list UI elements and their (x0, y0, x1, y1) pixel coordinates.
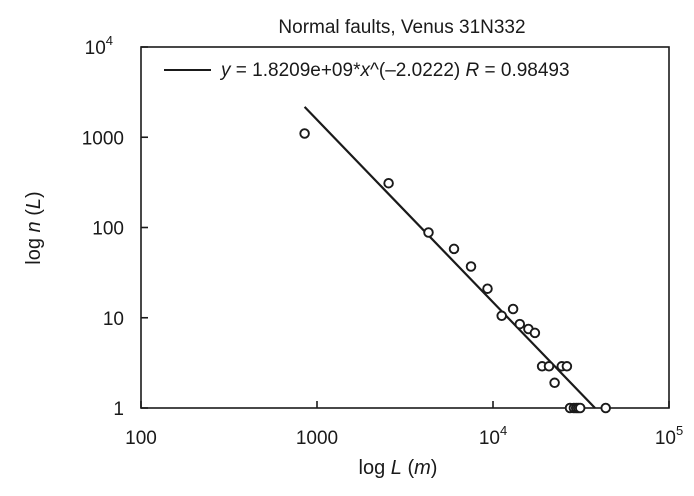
x-tick-label: 1000 (296, 428, 338, 449)
power-law-fit-line (303, 106, 596, 409)
x-label-paren-close: ) (431, 457, 438, 479)
x-label-unit: m (414, 457, 431, 479)
y-tick-label: 100 (92, 219, 124, 240)
x-label-prefix: log (359, 457, 391, 479)
plot-area-frame (140, 46, 670, 409)
x-tick-base: 10 (655, 428, 676, 449)
data-point (543, 361, 555, 372)
x-tick-label: 100 (125, 428, 157, 449)
legend-equation-part: ^(–2.0222) (370, 60, 466, 81)
data-point (549, 377, 560, 389)
legend-equation-part: y (219, 60, 232, 81)
y-label-paren-close: ) (23, 191, 45, 198)
x-label-variable: L (391, 457, 402, 479)
y-tick-label: 1 (113, 399, 124, 420)
y-label-paren-open: ( (23, 209, 45, 222)
data-point (299, 128, 310, 139)
y-tick-exponent: 4 (106, 33, 113, 48)
y-tick-base: 100 (92, 219, 124, 240)
y-axis-label: log n (L) (23, 191, 45, 264)
y-label-prefix: log (23, 232, 45, 264)
data-point (448, 243, 460, 255)
data-point (561, 361, 573, 372)
y-tick-base: 1 (113, 399, 124, 420)
data-point (600, 402, 611, 414)
legend-equation-part: R (466, 60, 480, 81)
x-label-paren-open: ( (402, 457, 415, 479)
y-tick-label: 1000 (82, 128, 124, 149)
x-tick-base: 1000 (296, 428, 338, 449)
legend-equation-part: = 0.98493 (479, 60, 569, 81)
x-axis: 100 1000 104 105 (125, 401, 683, 449)
data-point (423, 227, 434, 238)
data-point (496, 310, 507, 322)
y-label-variable: n (23, 221, 45, 232)
x-tick-label: 104 (479, 423, 507, 449)
y-tick-base: 10 (85, 38, 106, 59)
x-tick-exponent: 4 (500, 423, 507, 438)
y-tick-label: 104 (85, 33, 113, 59)
y-label-unit: L (23, 198, 45, 209)
data-point (465, 261, 477, 272)
data-point (514, 318, 526, 330)
data-point (574, 402, 586, 414)
y-tick-base: 10 (103, 309, 124, 330)
x-tick-exponent: 5 (676, 423, 683, 438)
legend-equation-part: = 1.8209e+09* (231, 60, 362, 81)
data-point (482, 283, 493, 294)
legend: y = 1.8209e+09*x^(–2.0222) R = 0.98493 (164, 60, 570, 81)
chart-title: Normal faults, Venus 31N332 (278, 17, 525, 38)
legend-equation-part: x (359, 60, 371, 81)
x-tick-label: 105 (655, 423, 683, 449)
legend-equation: y = 1.8209e+09*x^(–2.0222) R = 0.98493 (219, 60, 570, 81)
y-tick-base: 1000 (82, 128, 124, 149)
x-tick-base: 100 (125, 428, 157, 449)
data-point (529, 327, 541, 339)
data-point (507, 303, 519, 315)
data-point (383, 177, 394, 189)
x-tick-base: 10 (479, 428, 500, 449)
x-axis-label: log L (m) (359, 457, 438, 479)
data-points (299, 128, 611, 414)
y-tick-label: 10 (103, 309, 124, 330)
